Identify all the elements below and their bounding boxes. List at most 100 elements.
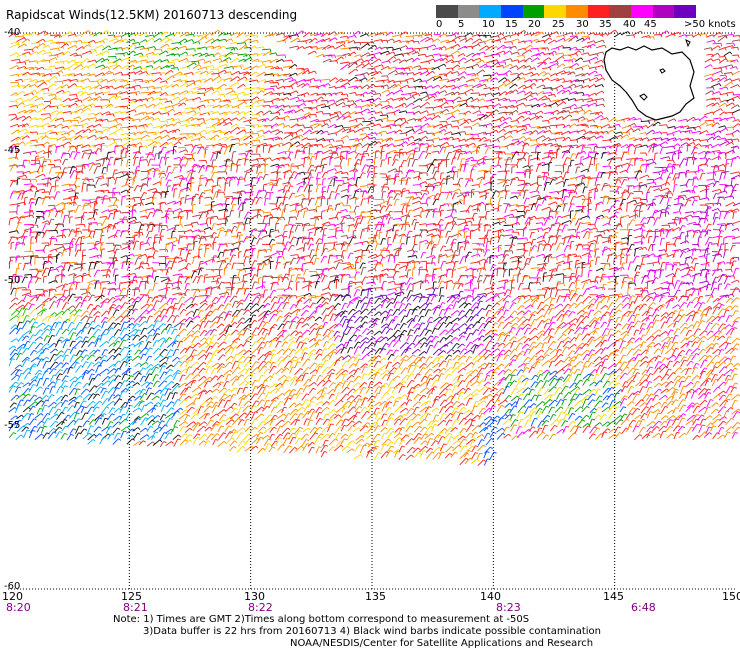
wind-barb-tick [537,157,541,161]
wind-barb-tick [735,66,738,70]
wind-barb-tick [544,102,547,106]
wind-barb-tick [248,38,252,42]
wind-barb-tick [504,61,507,65]
wind-barb-tick [35,186,38,190]
wind-barb-tick [547,177,551,179]
wind-barb [712,70,722,75]
wind-barb [211,90,218,95]
wind-barb-tick [555,73,558,77]
wind-barb [301,70,308,75]
wind-barb-tick [525,126,528,130]
wind-barb [400,72,407,75]
wind-barb-tick [698,125,702,129]
wind-barb-tick [342,44,346,48]
wind-barb-tick [477,77,480,81]
wind-barb [283,73,291,76]
wind-barb [341,111,349,116]
wind-barb-tick [419,65,422,69]
wind-barb [548,116,556,120]
wind-barb [575,31,584,36]
wind-barb [69,52,77,57]
wind-barb [393,80,401,83]
wind-barb [177,136,186,141]
wind-barb [171,46,178,51]
wind-barb [282,59,292,62]
wind-barb-tick [408,67,411,72]
wind-barb-tick [248,150,252,153]
wind-barb [251,96,258,101]
wind-barb-tick [584,129,587,133]
wind-barb [303,178,305,186]
wind-barb [106,72,114,75]
wind-barb [99,85,108,90]
wind-barb-tick [428,60,431,65]
wind-barb-tick [68,141,72,145]
wind-barb [407,72,414,75]
wind-barb [322,54,332,57]
wind-barb [502,79,509,84]
wind-barb [627,144,631,152]
wind-barb-tick [291,86,293,90]
wind-barb-tick [223,83,227,87]
wind-barb-tick [737,138,740,142]
wind-barb [620,179,625,186]
wind-barb-tick [24,61,27,65]
wind-barb [431,137,439,141]
wind-barb [217,69,225,75]
wind-barb-tick [601,84,604,88]
wind-barb [80,122,87,127]
wind-barb [29,60,37,63]
wind-barb [275,32,284,36]
wind-barb-tick [293,109,296,113]
wind-barb [164,84,173,89]
wind-barb-tick [458,132,462,136]
wind-barb-tick [49,182,52,186]
wind-barb-tick [123,147,128,150]
wind-barb [438,46,445,51]
wind-barb [470,63,478,68]
wind-barb [483,87,491,90]
wind-barb [140,59,147,62]
wind-barb [262,174,267,180]
wind-barb [196,104,204,108]
wind-barb-tick [185,51,189,55]
wind-barb-tick [171,84,175,88]
wind-barb [43,116,50,121]
wind-barb [685,179,690,186]
wind-barb [446,176,448,185]
wind-barb-tick [609,165,612,170]
wind-barb [73,64,81,70]
wind-barb [288,82,296,88]
wind-barb-tick [506,146,509,150]
wind-barb-tick [133,44,137,47]
wind-barb-tick [143,125,145,129]
wind-barb [16,66,25,70]
wind-barb-tick [563,78,566,82]
wind-barb-tick [544,95,548,99]
wind-barb-tick [227,145,231,148]
wind-barb [60,152,64,160]
wind-barb-tick [219,87,222,91]
wind-barb-tick [162,170,166,173]
wind-barb-tick [624,178,628,181]
wind-barb [672,143,678,148]
wind-barb-tick [409,93,412,97]
wind-barb [62,31,71,37]
wind-barb-tick [457,120,459,124]
wind-barb-tick [570,146,574,149]
wind-barb-tick [701,169,704,173]
wind-barb [140,86,148,89]
wind-barb-tick [556,109,560,113]
wind-barb-tick [588,35,591,40]
wind-barb [184,144,193,146]
wind-barb-tick [732,91,735,95]
wind-barb-tick [515,100,518,104]
wind-barb [398,118,405,120]
wind-barb-tick [325,171,329,174]
wind-barb [296,103,305,108]
wind-barb-tick [260,176,264,178]
wind-barb-tick [402,139,405,143]
wind-barb [575,73,584,77]
wind-barb [374,32,383,36]
wind-barb [465,78,474,83]
